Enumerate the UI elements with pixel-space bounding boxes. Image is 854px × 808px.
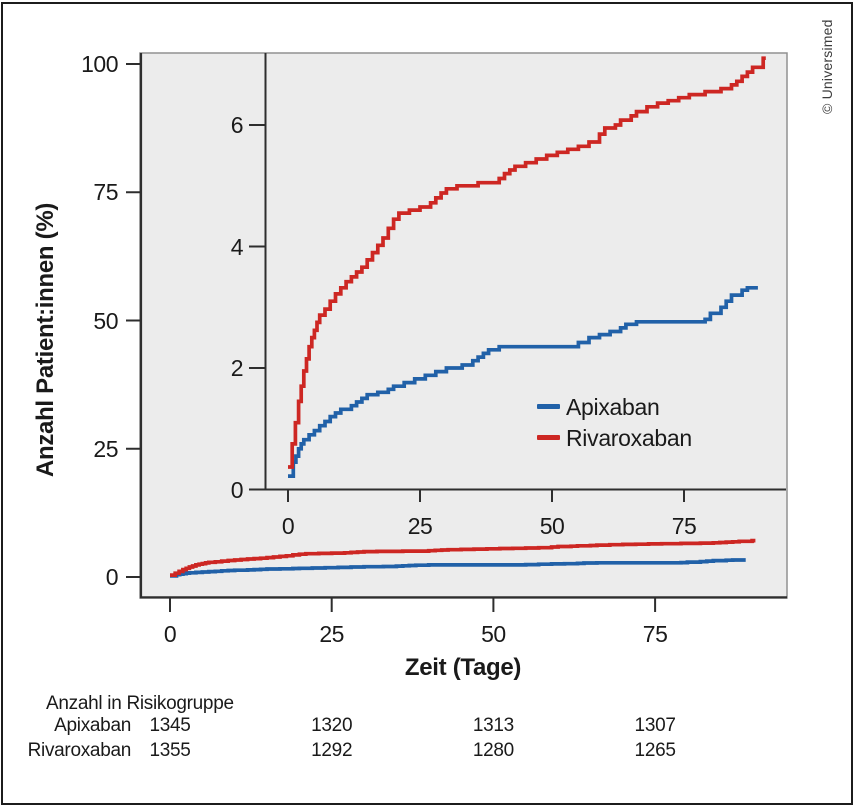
main-y-tick-label: 75	[93, 179, 118, 206]
main-axis-line	[139, 53, 787, 599]
main-x-tick-label: 0	[163, 621, 177, 647]
risk-value: 1355	[149, 740, 191, 761]
rivaroxaban-legend-dash-icon	[537, 435, 560, 440]
legend-label-apixaban: Apixaban	[566, 394, 660, 420]
main-y-tick-label: 50	[93, 307, 118, 334]
main-y-tick-label: 0	[105, 564, 119, 590]
inset-y-tick-label: 6	[230, 112, 244, 138]
risk-value: 1280	[472, 740, 514, 761]
inset-axis-line	[264, 53, 786, 491]
apixaban-curve-main	[170, 558, 746, 578]
risk-value: 1313	[472, 715, 514, 736]
main-x-tick-label: 25	[319, 621, 344, 647]
copyright-text: © Universimed	[819, 19, 835, 114]
main-y-tick-label: 25	[93, 435, 118, 462]
tick-marks	[126, 63, 685, 612]
rivaroxaban-curve-inset	[288, 56, 766, 469]
y-axis-title: Anzahl Patient:innen (%)	[32, 202, 59, 478]
main-y-tick-label: 100	[81, 51, 118, 77]
inset-panel-background	[139, 52, 788, 599]
main-x-tick-label: 75	[642, 621, 668, 647]
risk-table-title: Anzahl in Risikogruppe	[46, 693, 234, 714]
legend-label-rivaroxaban: Rivaroxaban	[566, 425, 692, 451]
inset-curves	[288, 56, 766, 478]
main-curves	[170, 538, 756, 578]
apixaban-curve-inset	[288, 285, 758, 478]
x-axis-title: Zeit (Tage)	[404, 654, 522, 681]
apixaban-legend-dash-icon	[537, 404, 560, 409]
risk-value: 1292	[311, 740, 353, 761]
rivaroxaban-curve-main	[170, 538, 756, 577]
inset-x-tick-label: 0	[281, 513, 295, 539]
risk-row-label: Rivaroxaban	[27, 740, 132, 761]
inset-x-tick-label: 50	[539, 513, 565, 539]
risk-row-label: Apixaban	[54, 715, 131, 736]
main-x-tick-label: 50	[481, 621, 506, 647]
risk-value: 1320	[311, 715, 353, 736]
risk-value: 1345	[149, 715, 191, 736]
risk-value: 1307	[634, 715, 676, 736]
inset-x-tick-label: 25	[407, 513, 433, 539]
inset-y-tick-label: 2	[230, 355, 244, 381]
inset-y-tick-label: 0	[230, 476, 244, 503]
inset-y-tick-label: 4	[230, 233, 244, 260]
risk-value: 1265	[634, 740, 676, 761]
inset-x-tick-label: 75	[671, 513, 697, 539]
